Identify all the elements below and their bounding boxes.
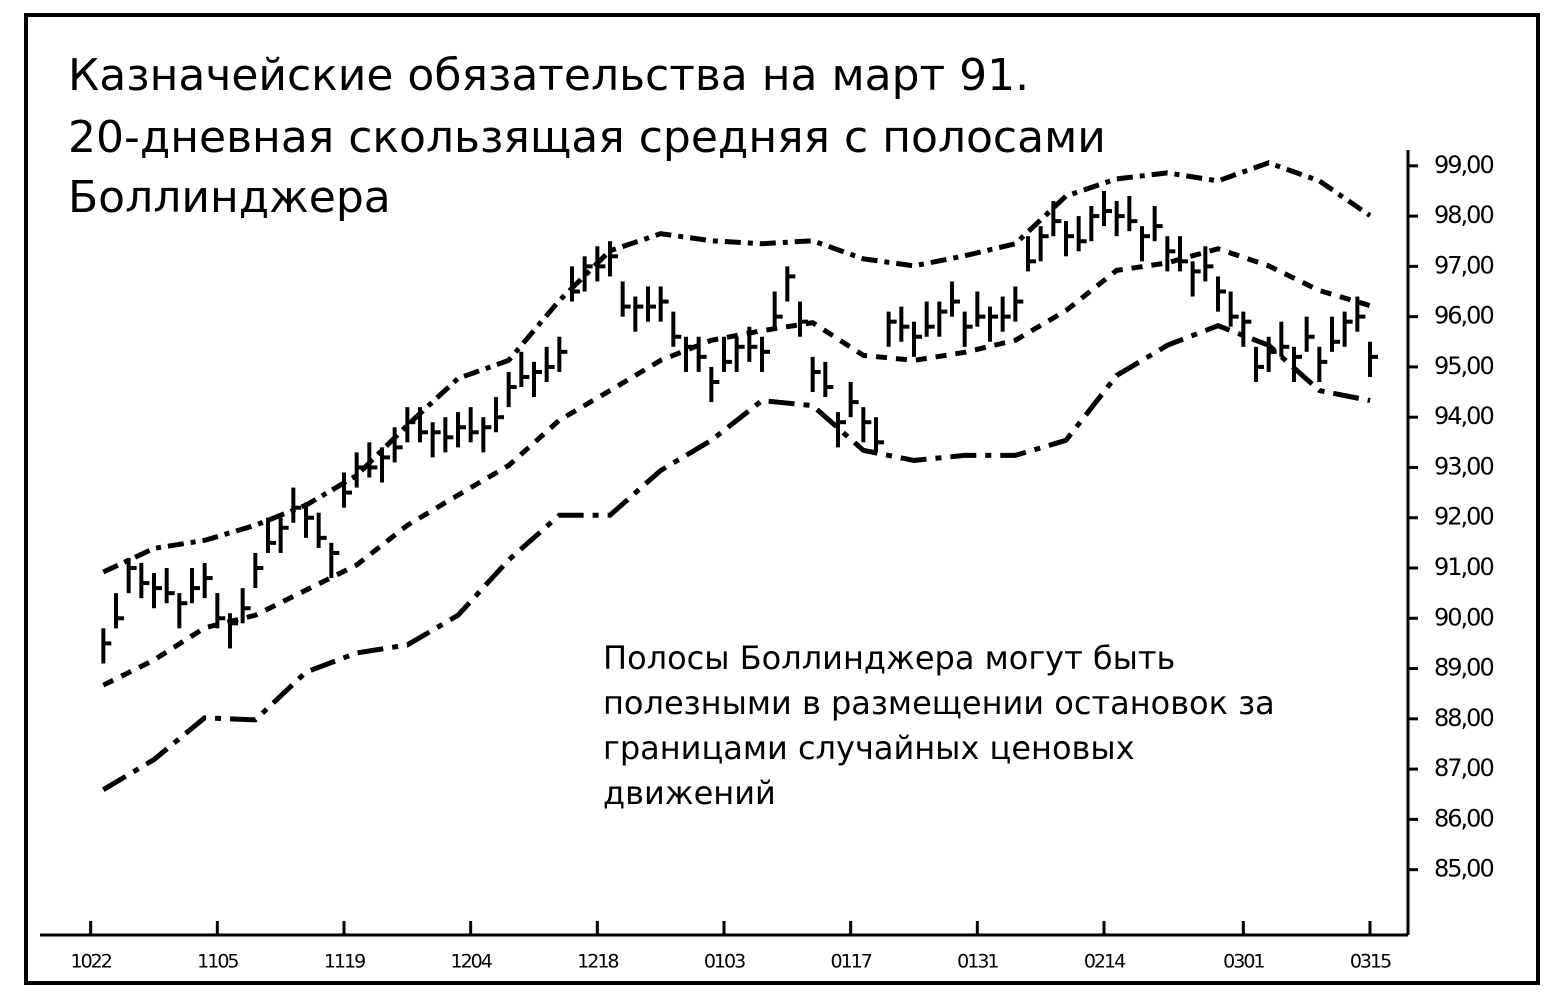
annotation: Полосы Боллинджера могут быть	[603, 639, 1175, 677]
y-tick-label: 86,00	[1434, 804, 1493, 832]
chart-subtitle: Боллинджера	[68, 172, 391, 223]
y-tick-label: 94,00	[1434, 402, 1493, 430]
bollinger-band	[102, 160, 1372, 575]
x-tick-label: 1218	[577, 951, 618, 973]
y-tick-label: 98,00	[1434, 201, 1493, 229]
y-tick-label: 87,00	[1434, 754, 1493, 782]
x-tick-label: 0117	[830, 951, 871, 973]
x-tick-label: 0131	[957, 951, 998, 973]
frame	[24, 13, 1540, 985]
x-tick-label: 0315	[1350, 951, 1391, 973]
x-tick-label: 0214	[1084, 951, 1126, 973]
y-tick-label: 97,00	[1434, 251, 1493, 279]
chart-subtitle: 20-дневная скользящая средняя с полосами	[68, 112, 1106, 163]
bollinger-band	[102, 246, 1371, 688]
y-tick-label: 89,00	[1434, 654, 1493, 682]
y-tick-label: 92,00	[1434, 503, 1493, 531]
x-tick-label: 1022	[70, 951, 111, 973]
y-tick-label: 93,00	[1434, 452, 1493, 480]
x-tick-label: 1105	[197, 951, 238, 973]
y-tick-label: 99,00	[1434, 151, 1493, 179]
y-tick-label: 96,00	[1434, 302, 1493, 330]
y-tick-label: 95,00	[1434, 352, 1493, 380]
annotation: границами случайных ценовых	[603, 729, 1135, 767]
y-tick-label: 91,00	[1434, 553, 1493, 581]
x-tick-label: 1119	[324, 951, 365, 973]
chart-title: Казначейские обязательства на март 91.	[68, 50, 1029, 101]
annotation: полезными в размещении остановок за	[603, 684, 1275, 722]
y-tick-label: 85,00	[1434, 855, 1493, 883]
annotation: движений	[603, 774, 776, 812]
x-tick-label: 0103	[704, 951, 745, 973]
bollinger-band	[102, 323, 1371, 792]
y-tick-label: 88,00	[1434, 704, 1493, 732]
y-tick-label: 90,00	[1434, 603, 1493, 631]
x-tick-label: 1204	[450, 951, 492, 973]
x-tick-label: 0301	[1223, 951, 1264, 973]
